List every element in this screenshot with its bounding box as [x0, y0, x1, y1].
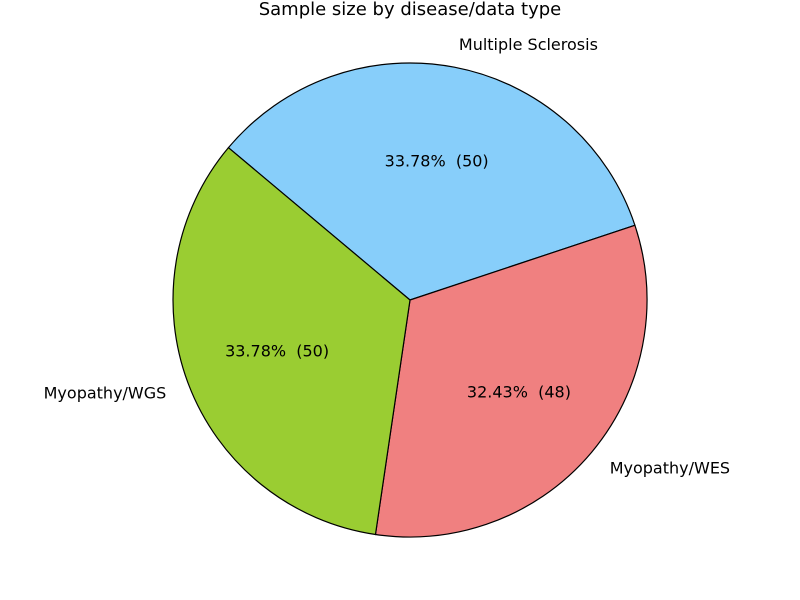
pie-slice-myopathy-wes — [374, 224, 648, 538]
slice-percent-label: 33.78% (50) — [385, 151, 489, 170]
slice-percent-label: 32.43% (48) — [467, 382, 571, 401]
pie-slice-myopathy-wgs — [172, 146, 411, 536]
slice-category-label: Multiple Sclerosis — [459, 35, 598, 54]
pie-slices — [172, 62, 648, 538]
slice-category-label: Myopathy/WGS — [44, 384, 167, 403]
slice-category-label: Myopathy/WES — [610, 459, 730, 478]
chart-title: Sample size by disease/data type — [259, 0, 562, 20]
pie-slice-multiple-sclerosis — [227, 62, 636, 301]
pie-labels: 33.78% (50) Multiple Sclerosis 32.43% (48)… — [44, 35, 730, 478]
slice-percent-label: 33.78% (50) — [225, 342, 329, 361]
